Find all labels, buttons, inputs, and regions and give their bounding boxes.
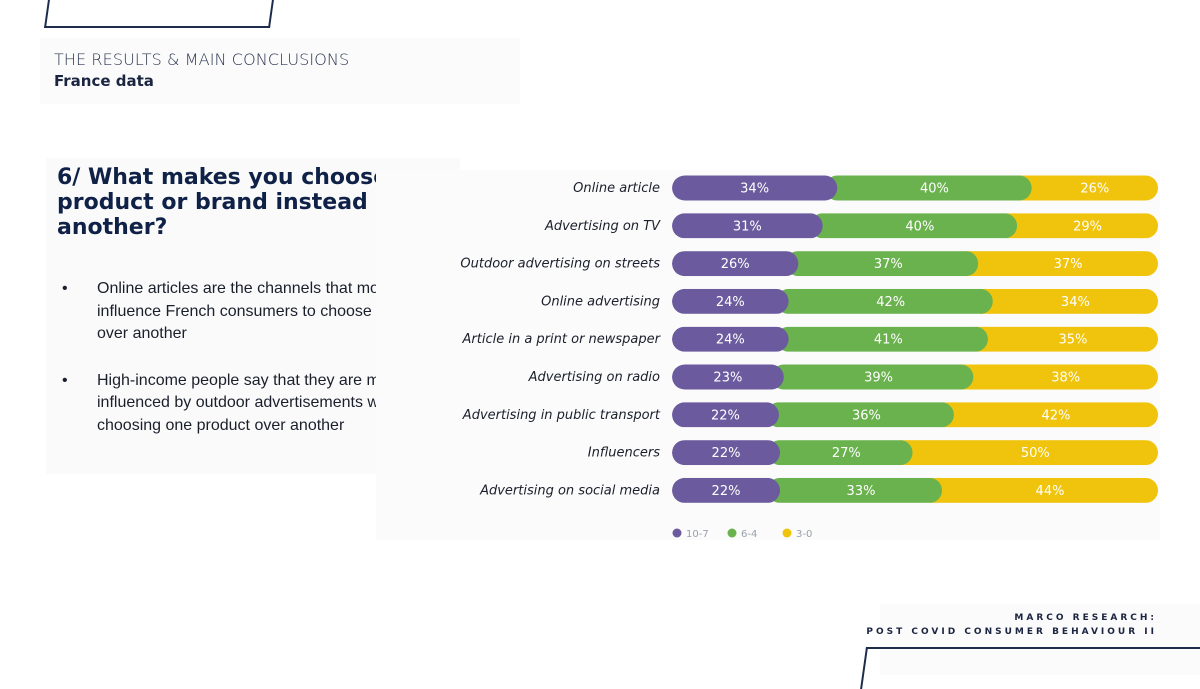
category-label: Online advertising [541,294,660,309]
data-label: 50% [1021,446,1050,461]
bullet-dot-icon: • [62,280,68,297]
bar-segment-3-0 [980,288,1158,314]
bar-segment-6-4 [810,213,1018,239]
conclusion-item: • Online articles are the channels that … [62,278,452,346]
bar-segment-6-4 [767,440,913,466]
bar-segment-10-7 [672,213,823,239]
data-label: 44% [1036,484,1065,499]
legend-label: 6-4 [741,529,757,540]
bar-segment-3-0 [900,440,1158,466]
legend-swatch [782,528,792,538]
bar-row [672,288,1158,314]
bar-segment-3-0 [929,477,1158,503]
bar-segment-10-7 [672,288,789,314]
bar-segment-6-4 [824,175,1032,201]
legend-label: 10-7 [686,529,709,540]
footer-brand: MARCO RESEARCH: [1014,613,1157,623]
footer-panel [880,604,1200,675]
bar-segment-3-0 [960,364,1158,390]
data-label: 41% [874,333,903,348]
bar-segment-10-7 [672,175,838,201]
bar-segment-10-7 [672,326,789,352]
bar-segment-6-4 [767,477,942,503]
bar-segment-10-7 [672,477,780,503]
bottom-decorative-frame [860,647,1200,689]
category-label: Article in a print or newspaper [462,332,662,347]
section-subtitle: France data [54,72,154,90]
data-label: 26% [721,257,750,272]
header-panel [40,38,520,104]
data-label: 22% [712,446,741,461]
data-label: 22% [712,484,741,499]
data-label: 40% [920,182,949,197]
bar-segment-3-0 [975,326,1158,352]
data-label: 33% [847,484,876,499]
bar-segment-10-7 [672,251,799,277]
data-label: 37% [874,257,903,272]
data-label: 34% [1061,295,1090,310]
data-label: 42% [1041,408,1070,423]
bar-row [672,175,1158,201]
data-label: 36% [852,408,881,423]
bar-row [672,213,1158,239]
category-label: Advertising on radio [528,370,660,385]
category-label: Advertising on TV [544,219,661,234]
bar-segment-3-0 [1019,175,1158,201]
conclusion-text: High-income people say that they are mos… [97,371,406,434]
conclusions-list: • Online articles are the channels that … [62,278,452,461]
footer-report-title: POST COVID CONSUMER BEHAVIOUR II [866,627,1157,637]
bar-segment-10-7 [672,440,780,466]
stacked-bar-chart: Online article 34% 40% 26% Advertising on TV… [460,175,1158,540]
bar-row [672,326,1158,352]
legend-swatch [727,528,737,538]
category-label: Advertising on social media [479,483,660,498]
category-label: Online article [573,181,660,196]
bar-row [672,477,1158,503]
data-label: 40% [905,219,934,234]
bullet-dot-icon: • [62,371,68,389]
data-label: 38% [1051,371,1080,386]
bar-segment-6-4 [776,326,988,352]
bar-segment-3-0 [941,402,1158,428]
bar-segment-10-7 [672,364,784,390]
bar-segment-3-0 [965,251,1158,277]
question-heading: 6/ What makes you choose one product or … [57,165,442,240]
category-label: Advertising in public transport [462,408,661,423]
data-label: 29% [1073,219,1102,234]
conclusion-item: • High-income people say that they are m… [62,370,452,438]
bar-segment-6-4 [776,288,993,314]
data-label: 23% [713,371,742,386]
data-label: 42% [876,295,905,310]
legend-label: 3-0 [796,529,812,540]
data-label: 26% [1080,182,1109,197]
conclusion-text: Online articles are the channels that mo… [97,280,449,342]
bar-row [672,364,1158,390]
data-label: 24% [716,295,745,310]
category-label: Influencers [588,446,660,461]
data-label: 27% [832,446,861,461]
data-label: 39% [864,371,893,386]
bar-segment-3-0 [1004,213,1158,239]
data-label: 24% [716,333,745,348]
bar-row [672,402,1158,428]
data-label: 22% [711,408,740,423]
data-label: 34% [740,182,769,197]
bar-row [672,440,1158,466]
data-label: 31% [733,219,762,234]
bar-segment-6-4 [766,402,954,428]
bar-row [672,251,1158,277]
bar-segment-10-7 [672,402,779,428]
data-label: 37% [1054,257,1083,272]
bar-segment-6-4 [771,364,974,390]
data-label: 35% [1058,333,1087,348]
legend-swatch [672,528,682,538]
category-label: Outdoor advertising on streets [460,257,660,272]
bar-segment-6-4 [785,251,979,277]
section-title: THE RESULTS & MAIN CONCLUSIONS [54,50,350,69]
